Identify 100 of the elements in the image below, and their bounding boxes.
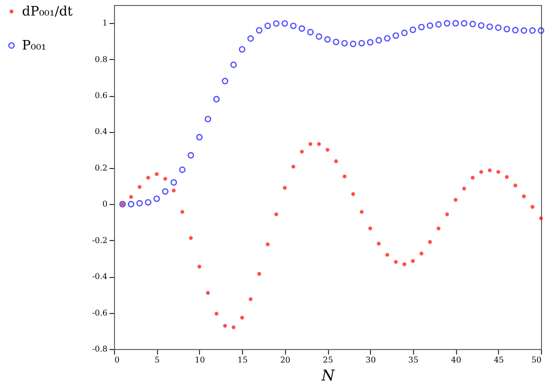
point xyxy=(530,205,534,209)
x-tick-label: 35 xyxy=(408,356,418,364)
point xyxy=(514,184,518,188)
x-tick-label: 45 xyxy=(494,356,504,364)
y-tick-label: 0.2 xyxy=(94,163,108,172)
point xyxy=(162,188,168,195)
point xyxy=(478,22,484,29)
point xyxy=(240,316,244,320)
point xyxy=(189,236,193,240)
point xyxy=(214,312,218,316)
point xyxy=(469,20,476,28)
point xyxy=(204,116,212,122)
point xyxy=(375,37,382,44)
point xyxy=(282,186,287,190)
point xyxy=(188,152,194,159)
point xyxy=(300,150,304,154)
x-axis-title: N xyxy=(320,366,336,384)
point xyxy=(282,20,288,27)
point xyxy=(180,210,184,214)
point xyxy=(351,192,355,196)
point xyxy=(292,164,296,169)
point xyxy=(136,200,143,206)
point xyxy=(479,170,484,174)
x-tick-label: 10 xyxy=(194,356,205,364)
point xyxy=(146,176,150,180)
point xyxy=(452,20,459,27)
point xyxy=(486,23,494,30)
point xyxy=(179,166,186,173)
x-tick-label: 15 xyxy=(238,356,248,364)
point xyxy=(436,226,440,230)
point xyxy=(435,21,442,28)
point xyxy=(298,25,306,32)
point xyxy=(444,20,450,27)
point xyxy=(496,170,500,174)
point xyxy=(368,226,372,230)
x-tick-label: 0 xyxy=(114,356,120,364)
point xyxy=(495,24,502,31)
point xyxy=(538,27,544,34)
point xyxy=(238,46,246,53)
point xyxy=(332,38,340,46)
point xyxy=(460,20,468,27)
point xyxy=(317,142,321,146)
point xyxy=(341,40,348,46)
point xyxy=(170,179,178,186)
point xyxy=(401,30,408,36)
y-tick-label: -0.8 xyxy=(92,344,108,354)
point xyxy=(384,35,391,42)
point xyxy=(470,176,475,180)
point xyxy=(128,200,134,208)
point xyxy=(454,198,458,202)
point xyxy=(462,186,466,190)
point xyxy=(273,20,280,27)
point xyxy=(394,260,398,264)
point xyxy=(385,253,390,257)
point xyxy=(402,262,406,266)
point xyxy=(154,172,159,176)
point xyxy=(360,210,364,214)
x-tick-label: 40 xyxy=(451,356,462,364)
x-tick-label: 20 xyxy=(280,356,290,364)
y-tick-label: 0 xyxy=(102,200,108,209)
point xyxy=(504,26,510,32)
point xyxy=(223,324,227,328)
point xyxy=(256,27,262,34)
point xyxy=(247,35,254,42)
point xyxy=(213,96,220,102)
y-tick-label: -0.4 xyxy=(92,272,108,282)
point xyxy=(307,28,314,36)
point xyxy=(308,142,312,146)
point xyxy=(366,39,374,46)
point xyxy=(264,22,271,30)
y-tick-label: -0.6 xyxy=(92,308,108,318)
point xyxy=(488,168,492,172)
y-tick-label: 0.6 xyxy=(94,91,108,100)
y-tick-label: 0.8 xyxy=(94,54,108,64)
point xyxy=(196,134,203,140)
point xyxy=(163,176,168,181)
point xyxy=(230,62,237,68)
x-tick-label: 50 xyxy=(531,356,542,364)
point xyxy=(232,325,236,330)
point xyxy=(350,40,356,48)
point xyxy=(529,27,536,34)
point xyxy=(290,22,297,30)
point xyxy=(392,32,400,39)
point xyxy=(505,175,509,179)
point xyxy=(326,148,330,152)
legend-label: P₀₀₁ xyxy=(22,38,46,54)
point xyxy=(520,27,528,34)
point xyxy=(324,36,331,43)
point xyxy=(358,40,365,46)
point xyxy=(274,212,278,216)
point xyxy=(522,194,526,198)
point xyxy=(376,242,381,246)
point xyxy=(144,199,152,206)
point xyxy=(257,272,262,276)
point xyxy=(445,212,449,216)
point xyxy=(248,297,252,302)
point xyxy=(138,185,142,189)
point xyxy=(426,22,434,29)
point xyxy=(129,195,133,199)
point xyxy=(198,264,202,268)
